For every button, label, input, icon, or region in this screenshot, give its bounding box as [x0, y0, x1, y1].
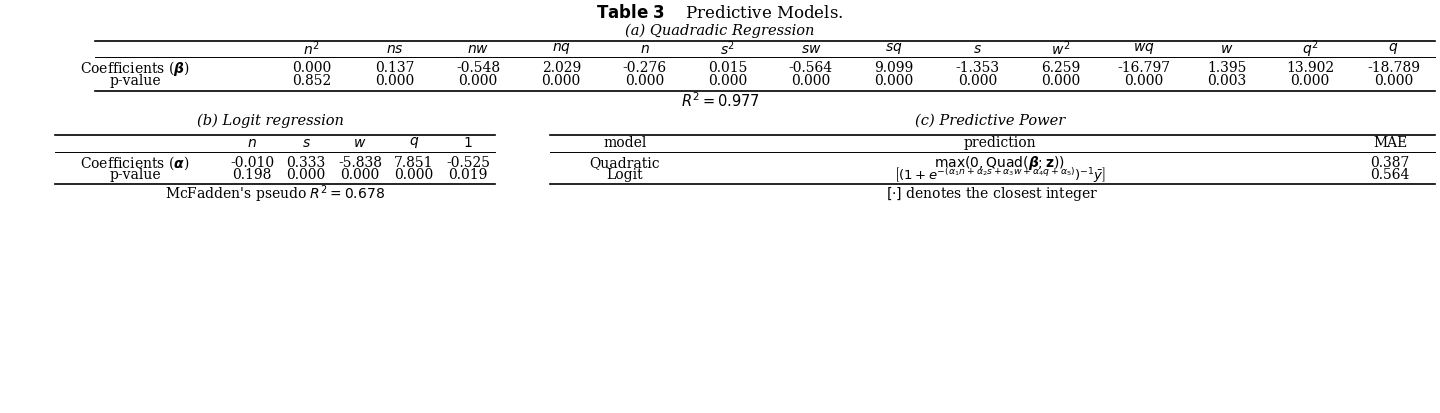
Text: (b) Logit regression: (b) Logit regression [197, 114, 343, 128]
Text: $nw$: $nw$ [467, 42, 490, 56]
Text: 0.000: 0.000 [458, 74, 498, 88]
Text: $n^2$: $n^2$ [304, 40, 320, 58]
Text: 0.000: 0.000 [287, 168, 325, 182]
Text: 0.000: 0.000 [1290, 74, 1329, 88]
Text: 0.852: 0.852 [292, 74, 331, 88]
Text: 0.000: 0.000 [1374, 74, 1413, 88]
Text: prediction: prediction [963, 136, 1037, 150]
Text: 0.000: 0.000 [395, 168, 433, 182]
Text: p-value: p-value [109, 168, 161, 182]
Text: 0.333: 0.333 [287, 156, 325, 170]
Text: 0.000: 0.000 [541, 74, 580, 88]
Text: MAE: MAE [1372, 136, 1407, 150]
Text: 9.099: 9.099 [874, 61, 914, 75]
Text: 0.000: 0.000 [791, 74, 831, 88]
Text: model: model [603, 136, 647, 150]
Text: McFadden's pseudo $R^2 = 0.678$: McFadden's pseudo $R^2 = 0.678$ [166, 183, 384, 205]
Text: $n$: $n$ [639, 42, 649, 56]
Text: Coefficients ($\boldsymbol{\beta}$): Coefficients ($\boldsymbol{\beta}$) [81, 59, 190, 78]
Text: $\mathbf{Table\ 3}$    Predictive Models.: $\mathbf{Table\ 3}$ Predictive Models. [596, 4, 844, 22]
Text: $\max(0, \mathrm{Quad}(\boldsymbol{\beta};\mathbf{z}))$: $\max(0, \mathrm{Quad}(\boldsymbol{\beta… [935, 154, 1066, 172]
Text: (a) Quadradic Regression: (a) Quadradic Regression [625, 24, 815, 38]
Text: 0.003: 0.003 [1207, 74, 1247, 88]
Text: -16.797: -16.797 [1117, 61, 1171, 75]
Text: $sq$: $sq$ [886, 41, 903, 57]
Text: -0.564: -0.564 [789, 61, 832, 75]
Text: -0.525: -0.525 [446, 156, 490, 170]
Text: (c) Predictive Power: (c) Predictive Power [914, 114, 1066, 128]
Text: 13.902: 13.902 [1286, 61, 1335, 75]
Text: 0.000: 0.000 [1125, 74, 1164, 88]
Text: 6.259: 6.259 [1041, 61, 1080, 75]
Text: 0.000: 0.000 [340, 168, 380, 182]
Text: 0.000: 0.000 [292, 61, 331, 75]
Text: -18.789: -18.789 [1367, 61, 1420, 75]
Text: Coefficients ($\boldsymbol{\alpha}$): Coefficients ($\boldsymbol{\alpha}$) [81, 154, 190, 172]
Text: 7.851: 7.851 [395, 156, 433, 170]
Text: 2.029: 2.029 [541, 61, 580, 75]
Text: $s$: $s$ [301, 136, 311, 150]
Text: -0.010: -0.010 [230, 156, 274, 170]
Text: Logit: Logit [606, 168, 644, 182]
Text: $s^2$: $s^2$ [720, 40, 736, 58]
Text: 0.019: 0.019 [448, 168, 488, 182]
Text: 0.564: 0.564 [1371, 168, 1410, 182]
Text: p-value: p-value [109, 74, 161, 88]
Text: $q$: $q$ [409, 135, 419, 150]
Text: 0.198: 0.198 [232, 168, 272, 182]
Text: $\left[(1+e^{-(\alpha_1 n+\alpha_2 s+\alpha_3 w+\alpha_4 q+\alpha_5)})^{-1}\bar{: $\left[(1+e^{-(\alpha_1 n+\alpha_2 s+\al… [894, 166, 1106, 185]
Text: $wq$: $wq$ [1133, 41, 1155, 57]
Text: $w$: $w$ [353, 136, 367, 150]
Text: -1.353: -1.353 [955, 61, 999, 75]
Text: $w$: $w$ [1220, 42, 1234, 56]
Text: 0.000: 0.000 [874, 74, 914, 88]
Text: $ns$: $ns$ [386, 42, 403, 56]
Text: $n$: $n$ [248, 136, 256, 150]
Text: -0.548: -0.548 [456, 61, 500, 75]
Text: 0.137: 0.137 [374, 61, 415, 75]
Text: 0.000: 0.000 [1041, 74, 1080, 88]
Text: $nq$: $nq$ [552, 41, 570, 57]
Text: -0.276: -0.276 [622, 61, 667, 75]
Text: 0.000: 0.000 [708, 74, 747, 88]
Text: $1$: $1$ [464, 136, 472, 150]
Text: $q^2$: $q^2$ [1302, 38, 1319, 60]
Text: Quadratic: Quadratic [590, 156, 661, 170]
Text: 0.000: 0.000 [625, 74, 664, 88]
Text: 0.000: 0.000 [376, 74, 415, 88]
Text: 0.015: 0.015 [708, 61, 747, 75]
Text: $[\cdot]$ denotes the closest integer: $[\cdot]$ denotes the closest integer [886, 185, 1099, 203]
Text: 0.000: 0.000 [958, 74, 996, 88]
Text: $R^2 = 0.977$: $R^2 = 0.977$ [681, 92, 759, 110]
Text: $s$: $s$ [973, 42, 982, 56]
Text: $w^2$: $w^2$ [1051, 40, 1070, 58]
Text: 0.387: 0.387 [1371, 156, 1410, 170]
Text: 1.395: 1.395 [1207, 61, 1247, 75]
Text: $sw$: $sw$ [801, 42, 821, 56]
Text: $q$: $q$ [1388, 41, 1398, 57]
Text: -5.838: -5.838 [338, 156, 382, 170]
